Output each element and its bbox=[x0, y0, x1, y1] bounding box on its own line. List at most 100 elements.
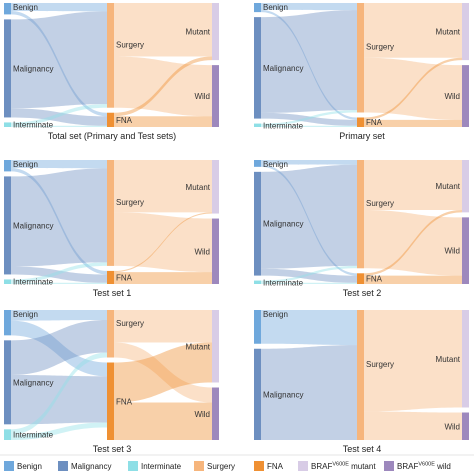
node-surgery bbox=[357, 310, 364, 440]
node-mutant bbox=[462, 3, 469, 61]
link-benign-to-surgery bbox=[261, 160, 357, 165]
node-malignancy bbox=[254, 171, 261, 276]
node-label-fna: FNA bbox=[366, 275, 383, 284]
link-malignancy-to-surgery bbox=[261, 164, 357, 269]
node-mutant bbox=[462, 160, 469, 213]
panel-title: Primary set bbox=[339, 131, 385, 141]
legend-item-wild: BRAFV600E wild bbox=[384, 461, 451, 471]
legend-item-surgery: Surgery bbox=[194, 461, 235, 471]
node-surgery bbox=[107, 160, 114, 266]
link-benign-to-fna bbox=[11, 167, 107, 275]
links bbox=[11, 310, 212, 440]
node-benign bbox=[254, 160, 261, 167]
node-malignancy bbox=[254, 348, 261, 440]
node-label-surgery: Surgery bbox=[366, 360, 394, 369]
node-label-benign: Benign bbox=[263, 160, 288, 169]
link-interminate-to-surgery bbox=[11, 104, 107, 126]
node-label-benign: Benign bbox=[263, 310, 288, 319]
panel-title: Test set 3 bbox=[93, 444, 132, 454]
legend-label: BRAFV600E mutant bbox=[311, 462, 376, 472]
legend-item-malignancy: Malignancy bbox=[58, 461, 111, 471]
link-fna-to-mutant bbox=[114, 56, 212, 117]
node-malignancy bbox=[4, 176, 11, 275]
link-interminate-to-surgery bbox=[11, 262, 107, 283]
link-interminate-to-fna bbox=[11, 125, 107, 127]
link-benign-to-surgery bbox=[11, 3, 107, 12]
node-label-surgery: Surgery bbox=[366, 43, 394, 52]
node-surgery bbox=[357, 3, 364, 113]
node-label-malignancy: Malignancy bbox=[263, 64, 303, 73]
link-interminate-to-fna bbox=[261, 125, 357, 127]
legend-swatch bbox=[298, 461, 308, 471]
node-label-mutant: Mutant bbox=[436, 182, 461, 191]
legend-item-interminate: Interminate bbox=[128, 461, 182, 471]
node-surgery bbox=[357, 160, 364, 269]
node-label-surgery: Surgery bbox=[116, 319, 144, 328]
link-fna-to-wild bbox=[114, 402, 212, 440]
legend-item-fna: FNA bbox=[254, 461, 284, 471]
legend-label: Malignancy bbox=[71, 462, 111, 471]
node-label-mutant: Mutant bbox=[186, 183, 211, 192]
node-fna bbox=[107, 112, 114, 127]
link-malignancy-to-fna bbox=[261, 112, 357, 126]
link-malignancy-to-fna bbox=[11, 266, 107, 283]
node-label-surgery: Surgery bbox=[116, 40, 144, 49]
legend-swatch bbox=[128, 461, 138, 471]
link-surgery-to-mutant bbox=[364, 160, 462, 210]
node-interminate bbox=[254, 280, 261, 284]
node-label-malignancy: Malignancy bbox=[13, 64, 53, 73]
link-malignancy-to-fna bbox=[11, 108, 107, 126]
link-fna-to-wild bbox=[364, 119, 462, 127]
link-surgery-to-wild bbox=[364, 57, 462, 120]
legend-label: FNA bbox=[267, 462, 284, 471]
panel-test-set-1: Benign Malignancy Interminate Surgery FNA Mut… bbox=[4, 160, 219, 298]
node-label-benign: Benign bbox=[13, 310, 38, 319]
node-benign bbox=[254, 310, 261, 344]
node-label-interminate: Interminate bbox=[263, 121, 304, 130]
panel-test-set-3: Benign Malignancy Interminate Surgery FNA Mut… bbox=[4, 310, 219, 454]
link-fna-to-wild bbox=[364, 275, 462, 284]
legend: Benign Malignancy Interminate Surgery FNA BRA… bbox=[0, 454, 474, 472]
node-label-wild: Wild bbox=[444, 92, 460, 101]
link-benign-to-surgery bbox=[11, 160, 107, 169]
node-label-fna: FNA bbox=[116, 397, 133, 406]
node-mutant bbox=[212, 160, 219, 214]
link-fna-to-wild bbox=[114, 272, 212, 284]
node-mutant bbox=[212, 3, 219, 61]
node-benign bbox=[4, 310, 11, 336]
links bbox=[261, 310, 462, 440]
link-malignancy-to-surgery bbox=[11, 11, 107, 109]
node-malignancy bbox=[4, 340, 11, 425]
node-label-wild: Wild bbox=[194, 410, 210, 419]
node-label-mutant: Mutant bbox=[186, 28, 211, 37]
panel-test-set-2: Benign Malignancy Interminate Surgery FNA Mut… bbox=[254, 160, 469, 298]
link-benign-to-fna bbox=[261, 164, 357, 276]
link-malignancy-to-surgery bbox=[11, 320, 107, 375]
node-wild bbox=[212, 387, 219, 440]
node-interminate bbox=[4, 279, 11, 284]
node-malignancy bbox=[4, 19, 11, 118]
node-mutant bbox=[462, 310, 469, 408]
link-malignancy-to-fna bbox=[261, 268, 357, 283]
link-surgery-to-wild bbox=[114, 342, 212, 403]
node-label-malignancy: Malignancy bbox=[13, 378, 53, 387]
node-surgery bbox=[107, 310, 114, 358]
legend-label: BRAFV600E wild bbox=[397, 462, 451, 472]
panel-title: Test set 2 bbox=[343, 288, 382, 298]
node-label-mutant: Mutant bbox=[436, 355, 461, 364]
legend-label: Benign bbox=[17, 462, 42, 471]
link-interminate-to-fna bbox=[11, 422, 107, 440]
node-wild bbox=[462, 217, 469, 284]
node-label-interminate: Interminate bbox=[13, 121, 54, 130]
link-malignancy-to-fna bbox=[11, 375, 107, 425]
link-benign-to-surgery bbox=[261, 3, 357, 11]
node-label-wild: Wild bbox=[444, 247, 460, 256]
link-surgery-to-mutant bbox=[114, 160, 212, 213]
panel-title: Test set 4 bbox=[343, 444, 382, 454]
link-surgery-to-wild bbox=[364, 411, 462, 440]
legend-swatch bbox=[4, 461, 14, 471]
link-interminate-to-fna bbox=[261, 282, 357, 284]
node-label-mutant: Mutant bbox=[186, 342, 211, 351]
panel-title: Total set (Primary and Test sets) bbox=[48, 131, 176, 141]
node-interminate bbox=[4, 429, 11, 440]
